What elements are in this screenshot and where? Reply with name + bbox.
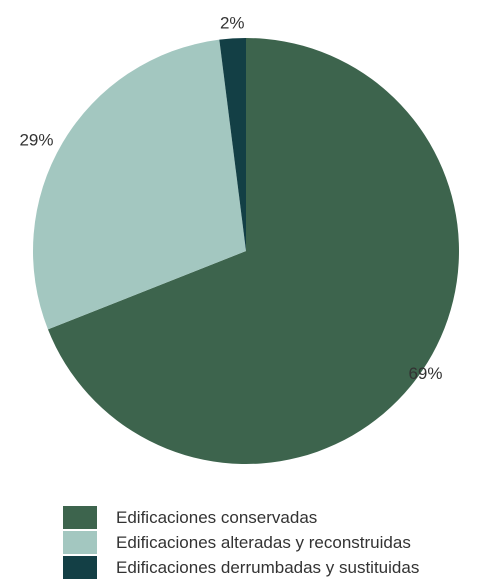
data-label-derrumbadas: 2%	[220, 13, 245, 32]
pie-labels: 69% 29% 2%	[19, 13, 442, 383]
pie-slice-derrumbadas	[219, 38, 246, 251]
legend: Edificaciones conservadas Edificaciones …	[63, 505, 419, 580]
legend-item-conservadas: Edificaciones conservadas	[63, 505, 419, 530]
legend-swatch-conservadas	[63, 506, 97, 529]
pie-slices	[33, 38, 459, 464]
legend-item-derrumbadas: Edificaciones derrumbadas y sustituidas	[63, 555, 419, 580]
legend-label-conservadas: Edificaciones conservadas	[116, 507, 318, 527]
data-label-conservadas: 69%	[408, 364, 442, 383]
pie-chart: 69% 29% 2%	[19, 13, 459, 464]
legend-label-derrumbadas: Edificaciones derrumbadas y sustituidas	[116, 557, 420, 577]
legend-label-alteradas: Edificaciones alteradas y reconstruidas	[116, 532, 411, 552]
legend-item-alteradas: Edificaciones alteradas y reconstruidas	[63, 530, 419, 555]
pie-slice-conservadas	[47, 38, 459, 464]
legend-swatch-alteradas	[63, 531, 97, 554]
pie-slice-alteradas	[33, 39, 247, 330]
data-label-alteradas: 29%	[19, 131, 53, 150]
legend-swatch-derrumbadas	[63, 556, 97, 579]
